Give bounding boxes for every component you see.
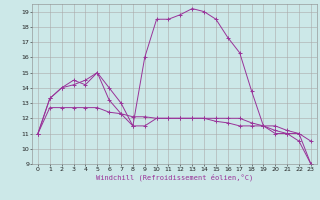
X-axis label: Windchill (Refroidissement éolien,°C): Windchill (Refroidissement éolien,°C) bbox=[96, 173, 253, 181]
